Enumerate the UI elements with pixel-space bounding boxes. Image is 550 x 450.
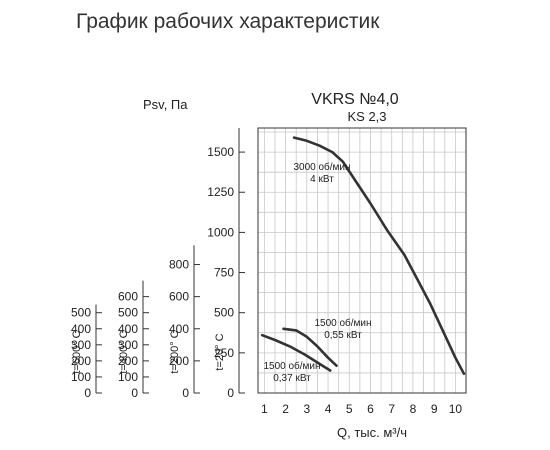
- y-axis-label: Psv, Па: [143, 97, 188, 112]
- pressure-scale-tick-label: 500: [214, 306, 234, 320]
- pressure-scale-tick-label: 750: [214, 266, 234, 280]
- x-axis-label: Q, тыс. м³/ч: [337, 425, 407, 440]
- x-tick-label: 9: [431, 402, 438, 416]
- x-tick-label: 3: [303, 402, 310, 416]
- pressure-scale-tick-label: 400: [118, 322, 138, 336]
- page-heading: График рабочих характеристик: [76, 10, 380, 33]
- pressure-scale-tick-label: 200: [118, 354, 138, 368]
- pressure-scale-tick-label: 400: [169, 322, 189, 336]
- chart-subtitle: KS 2,3: [347, 109, 386, 124]
- pressure-scale-label: t=200° C: [169, 330, 181, 373]
- pressure-scale-tick-label: 1000: [207, 225, 234, 239]
- pressure-scale-tick-label: 0: [182, 386, 189, 400]
- pressure-scale-tick-label: 250: [214, 346, 234, 360]
- plot-frame: [257, 127, 467, 394]
- series-label: 0,37 кВт: [273, 373, 311, 384]
- pressure-scale-tick-label: 500: [118, 306, 138, 320]
- pressure-scale-label: t=20° C: [214, 333, 226, 370]
- pressure-scale-tick-label: 600: [118, 290, 138, 304]
- pressure-scale-tick-label: 1500: [207, 145, 234, 159]
- pressure-scale-tick-label: 0: [84, 386, 91, 400]
- pressure-scale-tick-label: 600: [169, 290, 189, 304]
- series-label: 4 кВт: [310, 174, 334, 185]
- pressure-scale-tick-label: 100: [71, 370, 91, 384]
- x-tick-label: 2: [282, 402, 289, 416]
- pressure-scale-tick-label: 200: [169, 354, 189, 368]
- pressure-scale-tick-label: 100: [118, 370, 138, 384]
- pressure-scale-tick-label: 1250: [207, 185, 234, 199]
- series-label: 3000 об/мин: [293, 161, 350, 173]
- x-tick-label: 7: [388, 402, 395, 416]
- pressure-scale-tick-label: 0: [227, 386, 234, 400]
- pressure-scale-tick-label: 0: [131, 386, 138, 400]
- series-curve: [282, 327, 338, 368]
- chart-title: VKRS №4,0: [311, 91, 399, 108]
- series-label: 0,55 кВт: [324, 330, 362, 341]
- x-tick-label: 8: [410, 402, 417, 416]
- pressure-scale-tick-label: 300: [118, 338, 138, 352]
- pressure-scale-tick-label: 400: [71, 322, 91, 336]
- series-curve: [292, 136, 466, 376]
- pressure-scale-label: t=400° C: [118, 330, 130, 373]
- x-tick-label: 10: [449, 402, 463, 416]
- series-label: 1500 об/мин: [263, 360, 320, 372]
- x-tick-label: 5: [346, 402, 353, 416]
- pressure-scale-tick-label: 300: [71, 338, 91, 352]
- pressure-scale-label: t=600° C: [71, 330, 83, 373]
- series-curve: [260, 333, 332, 372]
- x-tick-label: 1: [261, 402, 268, 416]
- x-tick-label: 6: [367, 402, 374, 416]
- x-tick-label: 4: [325, 402, 332, 416]
- series-label: 1500 об/мин: [314, 317, 371, 329]
- pressure-scale-tick-label: 200: [71, 354, 91, 368]
- pressure-scale-tick-label: 500: [71, 306, 91, 320]
- pressure-scale-tick-label: 800: [169, 258, 189, 272]
